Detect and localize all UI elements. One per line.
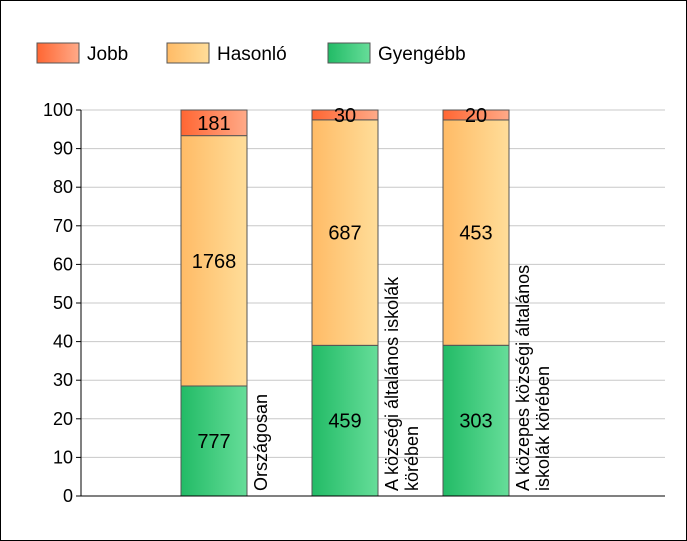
bar-hasonlo <box>442 119 510 346</box>
bar-gyengebb <box>442 344 510 497</box>
y-tick-label: 80 <box>53 177 73 197</box>
category-label-line: A közepes községi általános <box>513 265 533 491</box>
category-label: Országosan <box>251 394 271 491</box>
y-tick-label: 60 <box>53 254 73 274</box>
bar-value-label: 303 <box>459 411 492 433</box>
bar-value-label: 30 <box>334 105 356 127</box>
bars: 777 1768 181 459 687 30 303 453 20 <box>180 105 510 497</box>
legend-swatch-hasonlo <box>166 42 210 64</box>
y-tick-label: 50 <box>53 293 73 313</box>
bar-value-label: 181 <box>197 113 230 135</box>
y-tick-label: 100 <box>43 100 73 120</box>
legend-label-gyengebb: Gyengébb <box>378 44 466 65</box>
bar-jobb <box>442 109 510 121</box>
bar-hasonlo <box>311 119 379 346</box>
legend-swatch-gyengebb <box>327 42 371 64</box>
category-label: A közepes községi általánosiskolák köréb… <box>513 265 553 491</box>
legend-label-jobb: Jobb <box>87 44 128 65</box>
bar-jobb <box>311 109 379 121</box>
category-label-line: Országosan <box>251 394 271 491</box>
y-tick-label: 70 <box>53 216 73 236</box>
y-tick-label: 10 <box>53 447 73 467</box>
y-tick-label: 30 <box>53 370 73 390</box>
category-labels: Országosan A községi általános iskolákkör… <box>251 265 553 491</box>
category-label-line: körében <box>402 426 422 491</box>
bar-gyengebb <box>180 385 248 497</box>
y-tick-label: 20 <box>53 409 73 429</box>
bar-value-label: 687 <box>328 223 361 245</box>
y-tick-label: 0 <box>63 486 73 506</box>
category-label-line: iskolák körében <box>533 366 553 491</box>
bar-value-label: 777 <box>197 431 230 453</box>
bar-gyengebb <box>311 344 379 497</box>
bar-value-label: 1768 <box>192 251 237 273</box>
axes: 0 10 20 30 40 50 60 70 80 90 100 <box>43 100 665 506</box>
legend: Jobb Hasonló Gyengébb <box>36 42 466 65</box>
y-tick-label: 40 <box>53 332 73 352</box>
category-label: A községi általános iskolákkörében <box>382 276 422 491</box>
bar-value-label: 453 <box>459 223 492 245</box>
bar-jobb <box>180 109 248 137</box>
category-label-line: A községi általános iskolák <box>382 276 402 491</box>
legend-swatch-jobb <box>36 42 80 64</box>
legend-label-hasonlo: Hasonló <box>217 44 287 65</box>
bar-hasonlo <box>180 135 248 387</box>
bar-value-label: 459 <box>328 411 361 433</box>
bar-value-label: 20 <box>465 105 487 127</box>
y-tick-label: 90 <box>53 139 73 159</box>
